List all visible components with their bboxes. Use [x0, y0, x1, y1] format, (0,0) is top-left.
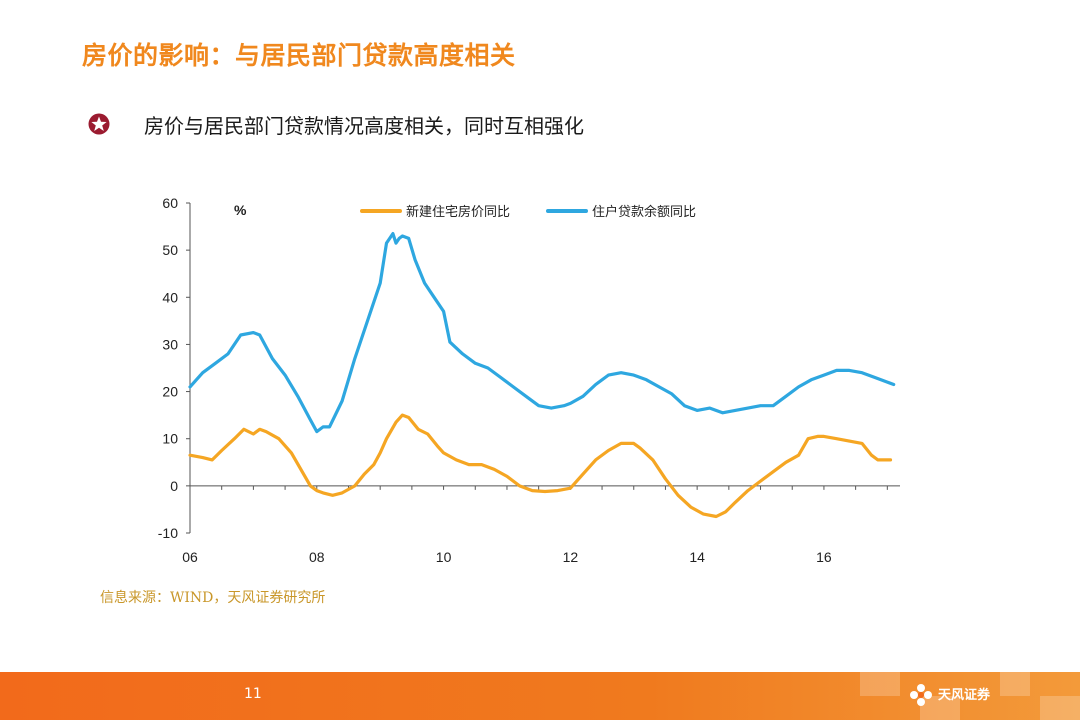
y-tick-label: 40: [162, 289, 178, 305]
x-tick-label: 14: [689, 549, 705, 565]
y-tick-label: 60: [162, 195, 178, 211]
footer-decoration: [860, 672, 1080, 720]
y-axis-unit-label: %: [234, 202, 247, 218]
page-number: 11: [244, 686, 262, 702]
x-tick-label: 08: [309, 549, 325, 565]
chart-axes: [189, 203, 900, 533]
x-tick-label: 12: [563, 549, 579, 565]
y-tick-label: 30: [162, 336, 178, 352]
star-bullet-icon: [88, 113, 110, 135]
series-line-1: [188, 413, 893, 519]
chart-legend: 新建住宅房价同比 住户贷款余额同比: [360, 204, 696, 220]
slide-title: 房价的影响：与居民部门贷款高度相关: [82, 41, 516, 70]
y-tick-label: 20: [162, 384, 178, 400]
bullet-text: 房价与居民部门贷款情况高度相关，同时互相强化: [144, 114, 584, 138]
logo-text: 天风证券: [938, 688, 991, 703]
legend-label-2: 住户贷款余额同比: [592, 204, 696, 220]
y-tick-label: 0: [170, 478, 178, 494]
y-tick-label: 10: [162, 431, 178, 447]
x-tick-label: 06: [182, 549, 198, 565]
y-tick-label: 50: [162, 242, 178, 258]
legend-label-1: 新建住宅房价同比: [406, 204, 510, 220]
x-tick-label: 16: [816, 549, 832, 565]
y-tick-label: -10: [158, 525, 178, 541]
series-line-2: [188, 232, 896, 434]
flower-logo-icon: [910, 684, 932, 706]
footer-bar: 11 天风证券: [0, 672, 1080, 720]
source-note: 信息来源：WIND，天风证券研究所: [100, 590, 326, 606]
x-tick-label: 10: [436, 549, 452, 565]
chart-series: [188, 232, 896, 519]
